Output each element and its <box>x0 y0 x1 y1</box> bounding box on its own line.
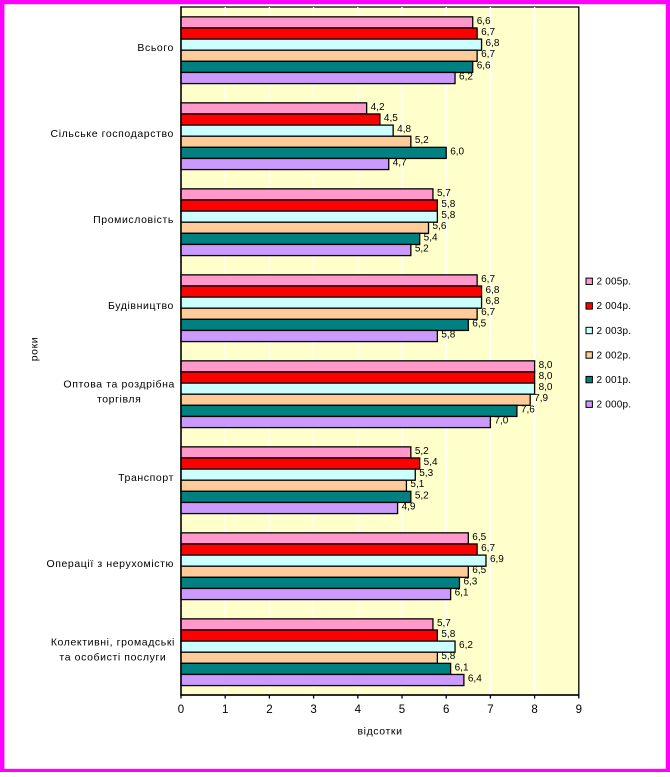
svg-text:Транспорт: Транспорт <box>118 472 174 484</box>
svg-text:Сільське господарство: Сільське господарство <box>51 128 174 140</box>
svg-text:6,2: 6,2 <box>459 640 473 651</box>
svg-text:8,0: 8,0 <box>539 382 553 393</box>
svg-text:5,8: 5,8 <box>441 629 455 640</box>
svg-text:6,2: 6,2 <box>459 71 473 82</box>
svg-text:6,6: 6,6 <box>477 60 491 71</box>
svg-text:6,6: 6,6 <box>477 16 491 27</box>
svg-text:6,7: 6,7 <box>481 27 495 38</box>
svg-text:5,4: 5,4 <box>424 232 438 243</box>
svg-text:6,5: 6,5 <box>472 318 486 329</box>
svg-text:5,1: 5,1 <box>410 479 424 490</box>
svg-text:0: 0 <box>178 704 184 716</box>
svg-text:5,7: 5,7 <box>437 618 451 629</box>
svg-text:2: 2 <box>266 704 272 716</box>
svg-text:6,5: 6,5 <box>472 532 486 543</box>
svg-text:2 005р.: 2 005р. <box>597 277 632 288</box>
svg-text:6,1: 6,1 <box>455 587 469 598</box>
svg-text:5,2: 5,2 <box>415 135 429 146</box>
svg-text:7,6: 7,6 <box>521 404 535 415</box>
svg-text:1: 1 <box>222 704 228 716</box>
svg-text:торгівля: торгівля <box>97 394 141 406</box>
svg-text:7,9: 7,9 <box>534 393 548 404</box>
svg-text:4,2: 4,2 <box>371 102 385 113</box>
svg-text:6,5: 6,5 <box>472 565 486 576</box>
svg-text:Колективні, громадські: Колективні, громадські <box>51 637 175 649</box>
svg-text:8,0: 8,0 <box>539 360 553 371</box>
svg-text:5,8: 5,8 <box>441 199 455 210</box>
svg-text:роки: роки <box>29 337 41 362</box>
svg-text:5,2: 5,2 <box>415 490 429 501</box>
svg-text:6,7: 6,7 <box>481 543 495 554</box>
svg-text:Всього: Всього <box>137 42 174 54</box>
svg-text:6,9: 6,9 <box>490 554 504 565</box>
svg-text:та особисті послуги: та особисті послуги <box>59 652 166 664</box>
svg-text:Операції з нерухомістю: Операції з нерухомістю <box>46 558 174 570</box>
svg-text:5,8: 5,8 <box>441 651 455 662</box>
svg-text:5: 5 <box>399 704 405 716</box>
svg-text:6: 6 <box>443 704 449 716</box>
svg-text:6,7: 6,7 <box>481 49 495 60</box>
svg-text:6,0: 6,0 <box>450 146 464 157</box>
svg-text:4,8: 4,8 <box>397 124 411 135</box>
svg-text:7,0: 7,0 <box>494 415 508 426</box>
svg-text:5,7: 5,7 <box>437 188 451 199</box>
svg-text:Будівництво: Будівництво <box>108 300 174 312</box>
svg-text:5,8: 5,8 <box>441 329 455 340</box>
svg-text:4,9: 4,9 <box>402 501 416 512</box>
svg-text:4,5: 4,5 <box>384 113 398 124</box>
svg-text:6,7: 6,7 <box>481 307 495 318</box>
svg-text:4,7: 4,7 <box>393 157 407 168</box>
svg-text:9: 9 <box>576 704 582 716</box>
svg-text:6,7: 6,7 <box>481 274 495 285</box>
svg-text:5,8: 5,8 <box>441 210 455 221</box>
svg-text:5,2: 5,2 <box>415 446 429 457</box>
svg-text:2 002р.: 2 002р. <box>597 350 632 361</box>
svg-text:6,4: 6,4 <box>468 673 482 684</box>
svg-text:3: 3 <box>310 704 316 716</box>
svg-text:5,3: 5,3 <box>419 468 433 479</box>
svg-text:5,6: 5,6 <box>433 221 447 232</box>
svg-text:6,3: 6,3 <box>463 576 477 587</box>
svg-text:5,4: 5,4 <box>424 457 438 468</box>
svg-text:6,8: 6,8 <box>486 296 500 307</box>
svg-text:2 000р.: 2 000р. <box>597 400 632 411</box>
svg-text:2 001р.: 2 001р. <box>597 375 632 386</box>
svg-text:6,1: 6,1 <box>455 662 469 673</box>
svg-text:Промисловість: Промисловість <box>93 214 174 226</box>
svg-text:8,0: 8,0 <box>539 371 553 382</box>
svg-text:2 004р.: 2 004р. <box>597 301 632 312</box>
svg-text:7: 7 <box>487 704 493 716</box>
svg-text:6,8: 6,8 <box>486 38 500 49</box>
svg-text:4: 4 <box>355 704 362 716</box>
svg-text:8: 8 <box>531 704 537 716</box>
svg-text:6,8: 6,8 <box>486 285 500 296</box>
svg-text:відсотки: відсотки <box>357 726 402 738</box>
svg-text:Оптова та роздрібна: Оптова та роздрібна <box>63 379 175 391</box>
svg-text:5,2: 5,2 <box>415 243 429 254</box>
svg-text:2 003р.: 2 003р. <box>597 326 632 337</box>
